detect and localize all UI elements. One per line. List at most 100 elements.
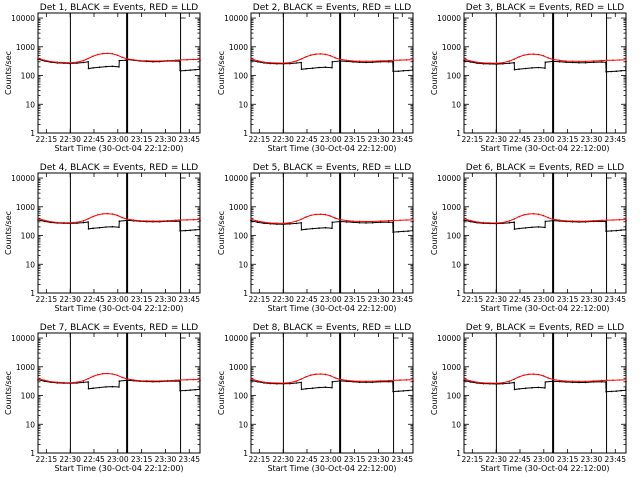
y-tick-label: 10000 — [224, 174, 248, 183]
x-tick-label: 23:45 — [178, 295, 200, 304]
data-point-lld — [399, 59, 401, 61]
data-point-lld — [518, 215, 520, 218]
data-point-events — [300, 68, 303, 71]
data-point-events — [537, 386, 540, 389]
series-line-lld — [463, 213, 627, 224]
data-point-lld — [56, 221, 59, 224]
y-tick-label: 1000 — [442, 363, 461, 372]
y-tick-label: 1000 — [16, 43, 35, 52]
x-tick-label: 23:00 — [533, 135, 555, 144]
data-point-events — [371, 222, 374, 224]
data-point-lld — [192, 378, 195, 381]
data-point-lld — [518, 376, 520, 378]
x-tick-label: 23:30 — [581, 135, 603, 144]
data-point-lld — [618, 59, 621, 61]
data-point-events — [295, 62, 298, 64]
data-point-lld — [199, 58, 201, 61]
data-point-lld — [392, 59, 395, 62]
data-point-events — [105, 226, 107, 228]
data-point-lld — [532, 213, 535, 215]
data-point-lld — [523, 374, 525, 377]
data-point-lld — [69, 61, 72, 64]
y-tick-label: 10000 — [437, 14, 461, 23]
data-point-lld — [263, 221, 265, 224]
data-point-lld — [276, 382, 278, 384]
data-point-events — [615, 70, 618, 72]
data-point-lld — [139, 59, 141, 62]
data-point-lld — [405, 219, 408, 221]
data-point-lld — [250, 58, 252, 60]
data-point-events — [463, 379, 465, 382]
data-point-events — [605, 61, 607, 63]
chart-panel-4: Det 4, BLACK = Events, RED = LLD 1 10 100 10… — [4, 163, 201, 313]
y-tick-label: 10 — [238, 100, 248, 109]
chart-title: Det 6, BLACK = Events, RED = LLD — [466, 163, 625, 173]
data-point-events — [105, 386, 107, 388]
data-point-lld — [352, 60, 354, 62]
data-point-lld — [547, 377, 549, 379]
data-point-lld — [92, 375, 94, 378]
data-point-lld — [476, 221, 478, 223]
data-point-lld — [528, 213, 530, 215]
data-point-lld — [537, 213, 540, 215]
data-point-lld — [387, 379, 390, 382]
data-point-events — [179, 230, 181, 232]
data-point-lld — [600, 379, 603, 382]
data-point-events — [199, 219, 201, 222]
data-point-lld — [92, 215, 94, 218]
data-point-lld — [324, 373, 327, 376]
y-tick-label: 1 — [243, 449, 248, 458]
data-point-events — [565, 61, 567, 63]
data-point-events — [407, 389, 409, 392]
data-point-lld — [578, 220, 580, 222]
data-point-events — [331, 227, 333, 229]
data-point-events — [118, 380, 121, 382]
plot-frame — [37, 172, 201, 294]
data-point-lld — [97, 373, 99, 376]
data-point-lld — [82, 379, 85, 382]
y-tick-label: 10000 — [224, 334, 248, 343]
data-point-events — [92, 387, 94, 390]
data-point-lld — [339, 378, 341, 381]
chart-panel-3: Det 3, BLACK = Events, RED = LLD 1 10 100 10… — [430, 3, 627, 153]
data-point-lld — [625, 218, 627, 221]
data-point-events — [111, 65, 114, 68]
data-point-lld — [547, 57, 549, 59]
y-tick-label: 100 — [234, 232, 249, 241]
data-point-events — [179, 60, 181, 62]
data-point-lld — [186, 58, 188, 61]
data-point-events — [98, 226, 101, 229]
data-point-events — [331, 386, 333, 389]
plot-frame — [250, 12, 414, 134]
data-point-lld — [126, 58, 128, 60]
data-point-lld — [584, 220, 587, 222]
data-point-events — [82, 381, 85, 384]
y-tick-label: 100 — [234, 392, 249, 401]
data-point-events — [311, 227, 314, 230]
data-point-lld — [250, 218, 252, 220]
data-point-lld — [166, 379, 169, 382]
data-point-events — [524, 387, 527, 390]
y-tick-label: 1000 — [16, 363, 35, 372]
data-point-lld — [502, 381, 504, 384]
x-tick-label: 22:45 — [509, 295, 531, 304]
x-tick-label: 22:30 — [59, 295, 81, 304]
data-point-events — [118, 59, 121, 62]
data-point-lld — [542, 375, 545, 377]
data-point-events — [392, 231, 394, 233]
x-tick-label: 22:15 — [462, 295, 484, 304]
flag-marker — [393, 174, 399, 179]
data-point-lld — [329, 374, 332, 377]
data-point-lld — [152, 380, 154, 382]
data-point-events — [412, 220, 414, 223]
x-tick-label: 23:00 — [533, 455, 555, 464]
data-point-events — [184, 69, 187, 72]
data-point-events — [397, 390, 400, 393]
y-tick-label: 100 — [21, 72, 36, 81]
y-tick-label: 10 — [25, 100, 35, 109]
data-point-lld — [87, 377, 89, 380]
y-tick-label: 100 — [21, 392, 36, 401]
y-tick-label: 10000 — [11, 174, 35, 183]
y-axis-label: Counts/sec — [217, 51, 226, 95]
data-point-events — [37, 378, 39, 381]
